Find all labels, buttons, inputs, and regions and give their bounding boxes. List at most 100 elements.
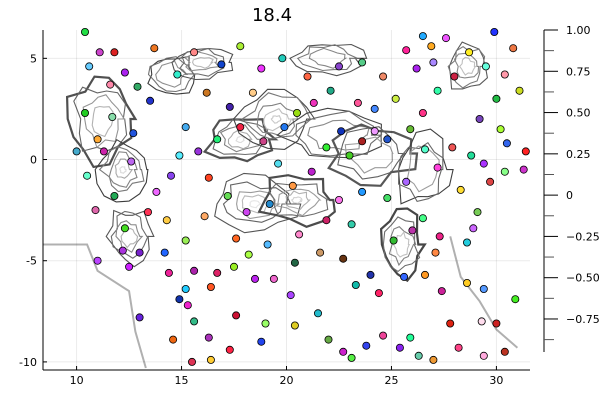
x-tick-label: 30 bbox=[489, 374, 503, 387]
scatter-point bbox=[313, 309, 322, 318]
colorbar-tick-label: 0.50 bbox=[566, 107, 591, 120]
scatter-point bbox=[194, 147, 203, 156]
scatter-point bbox=[259, 137, 268, 146]
scatter-point bbox=[118, 246, 127, 255]
scatter-point bbox=[295, 230, 304, 239]
scatter-point bbox=[263, 240, 272, 249]
scatter-point bbox=[414, 351, 423, 360]
scatter-point bbox=[412, 64, 421, 73]
scatter-point bbox=[204, 173, 213, 182]
scatter-point bbox=[213, 268, 222, 277]
scatter-point bbox=[351, 280, 360, 289]
contour-line bbox=[453, 52, 480, 79]
contour-line bbox=[43, 243, 147, 369]
scatter-point bbox=[229, 262, 238, 271]
scatter-point bbox=[486, 177, 495, 186]
y-tick-label: -5 bbox=[26, 255, 37, 268]
scatter-point bbox=[334, 62, 343, 71]
contour-line bbox=[307, 119, 370, 151]
scatter-point bbox=[402, 177, 411, 186]
scatter-point bbox=[108, 113, 117, 122]
contour-line bbox=[256, 102, 299, 137]
scatter-point bbox=[206, 355, 215, 364]
scatter-point bbox=[339, 254, 348, 263]
scatter-point bbox=[183, 301, 192, 310]
contour-line bbox=[249, 200, 263, 209]
contour-line bbox=[202, 118, 279, 163]
scatter-point bbox=[85, 62, 94, 71]
scatter-point bbox=[479, 351, 488, 360]
contour-line bbox=[398, 141, 444, 203]
contour-line bbox=[82, 94, 126, 149]
colorbar-tick-label: 0.75 bbox=[566, 65, 591, 78]
scatter-point bbox=[173, 70, 182, 79]
y-tick-label: 0 bbox=[30, 154, 37, 167]
scatter-point bbox=[162, 216, 171, 225]
contour-line bbox=[270, 115, 282, 124]
scatter-point bbox=[334, 195, 343, 204]
scatter-point bbox=[223, 191, 232, 200]
contour-line bbox=[458, 56, 477, 76]
contour-line bbox=[105, 209, 155, 268]
contour-line bbox=[257, 174, 336, 228]
scatter-point bbox=[316, 248, 325, 257]
chart-title: 18.4 bbox=[252, 5, 292, 26]
scatter-point bbox=[95, 48, 104, 57]
scatter-point bbox=[175, 295, 184, 304]
scatter-point bbox=[190, 317, 199, 326]
scatter-point bbox=[135, 313, 144, 322]
scatter-point bbox=[370, 127, 379, 136]
scatter-point bbox=[347, 353, 356, 362]
scatter-point bbox=[303, 72, 312, 81]
scatter-point bbox=[462, 238, 471, 247]
contour-line bbox=[214, 172, 302, 234]
scatter-point bbox=[358, 137, 367, 146]
scatter-point bbox=[418, 109, 427, 118]
contour-line bbox=[94, 138, 149, 203]
contour-line bbox=[392, 230, 411, 258]
scatter-point bbox=[290, 258, 299, 267]
scatter-point bbox=[462, 278, 471, 287]
contour-line bbox=[236, 190, 281, 220]
scatter-point bbox=[150, 44, 159, 53]
scatter-point bbox=[217, 60, 226, 69]
scatter-point bbox=[420, 270, 429, 279]
scatter-point bbox=[135, 248, 144, 257]
contour-line bbox=[184, 51, 221, 72]
scatter-point bbox=[500, 347, 509, 356]
scatter-point bbox=[146, 96, 155, 105]
scatter-point bbox=[519, 165, 528, 174]
scatter-point bbox=[265, 199, 274, 208]
contour-line bbox=[171, 47, 234, 81]
scatter-point bbox=[307, 167, 316, 176]
contour-line bbox=[108, 151, 138, 188]
scatter-point bbox=[433, 86, 442, 95]
scatter-point bbox=[322, 143, 331, 152]
scatter-point bbox=[232, 234, 241, 243]
scatter-point bbox=[374, 289, 383, 298]
contour-line bbox=[227, 129, 253, 150]
scatter-point bbox=[492, 319, 501, 328]
scatter-point bbox=[127, 157, 136, 166]
contour-line bbox=[406, 145, 440, 193]
contour-line bbox=[382, 216, 421, 273]
colorbar-tick-label: 0 bbox=[566, 189, 573, 202]
scatter-point bbox=[477, 317, 486, 326]
scatter-point bbox=[206, 282, 215, 291]
contour-line bbox=[449, 236, 519, 349]
scatter-point bbox=[322, 216, 331, 225]
colorbar-tick-label: −0.25 bbox=[566, 230, 600, 243]
colorbar-tick-label: −0.50 bbox=[566, 272, 600, 285]
contour-line bbox=[284, 190, 311, 211]
contour-line bbox=[290, 196, 303, 204]
scatter-point bbox=[465, 48, 474, 57]
scatter-point bbox=[437, 287, 446, 296]
scatter-point bbox=[120, 68, 129, 77]
scatter-point bbox=[345, 151, 354, 160]
scatter-point bbox=[366, 270, 375, 279]
scatter-point bbox=[288, 181, 297, 190]
scatter-point bbox=[446, 319, 455, 328]
scatter-point bbox=[257, 64, 266, 73]
scatter-point bbox=[502, 139, 511, 148]
